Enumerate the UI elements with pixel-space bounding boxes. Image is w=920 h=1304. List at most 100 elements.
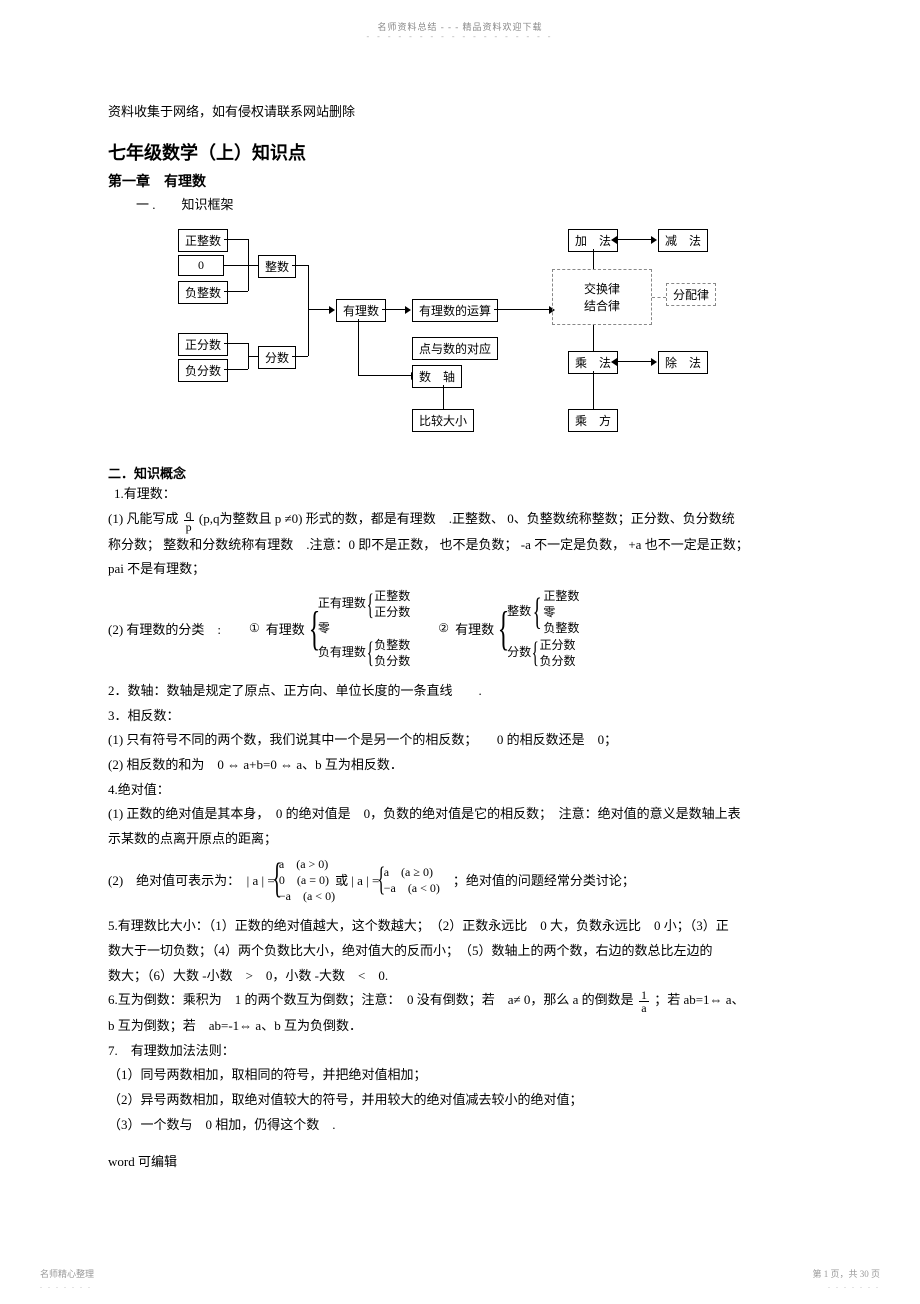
fraction-qp: q p <box>184 508 194 533</box>
abs-post: ；绝对值的问题经常分类讨论； <box>440 870 635 889</box>
denominator: p <box>184 521 194 533</box>
node-sub: 减 法 <box>658 229 708 252</box>
footer-right: 第 1 页，共 30 页 <box>812 1267 880 1280</box>
p-add-rule-2: （2）异号两数相加，取绝对值较大的符号，并用较大的绝对值减去较小的绝对值； <box>108 1088 813 1113</box>
edge <box>224 343 248 344</box>
word-editable-note: word 可编辑 <box>108 1151 813 1170</box>
node-compare: 比较大小 <box>412 409 474 432</box>
knowledge-flowchart: 正整数 0 负整数 整数 正分数 负分数 分数 有理数 有理数的运算 点与数的对… <box>168 229 778 449</box>
zero-label: 零 <box>318 620 410 636</box>
source-note: 资料收集于网络，如有侵权请联系网站删除 <box>108 100 813 125</box>
p-opposite: 3．相反数： <box>108 704 813 729</box>
page-content: 资料收集于网络，如有侵权请联系网站删除 七年级数学（上）知识点 第一章 有理数 … <box>108 100 813 1170</box>
neg-int-label2: 负整数 <box>543 620 579 636</box>
text: 6.互为倒数：乘积为 1 的两个数互为倒数；注意： 0 没有倒数；若 a≠ 0，… <box>108 992 637 1007</box>
pos-int-label: 正整数 <box>374 588 410 604</box>
node-commutative: 交换律 <box>584 280 620 297</box>
footer-left-dots: . . . . . . . <box>40 1281 92 1290</box>
node-distributive: 分配律 <box>666 283 716 306</box>
edge <box>494 309 550 310</box>
neg-frac-label2: 负分数 <box>540 653 576 669</box>
node-integers: 整数 <box>258 255 296 278</box>
numerator: 1 <box>639 989 649 1002</box>
edge <box>308 309 330 310</box>
edge <box>616 239 652 240</box>
p-add-rule-3: （3）一个数与 0 相加，仍得这个数 . <box>108 1113 813 1138</box>
brace-icon: { <box>377 865 385 896</box>
circ-2: ② <box>438 621 449 636</box>
pos-frac-label2: 正分数 <box>540 637 576 653</box>
node-point-number: 点与数的对应 <box>412 337 498 360</box>
label-rational-1: 有理数 <box>266 619 305 638</box>
p-pai: pai 不是有理数； <box>108 557 813 582</box>
edge <box>248 239 249 291</box>
p-compare-1: 5.有理数比大小：（1）正数的绝对值越大，这个数越大； （2）正数永远比 0 大… <box>108 914 813 939</box>
edge <box>358 319 359 375</box>
p-opposite-1: (1) 只有符号不同的两个数，我们说其中一个是另一个的相反数； 0 的相反数还是… <box>108 728 813 753</box>
node-power: 乘 方 <box>568 409 618 432</box>
neg-frac-label: 负分数 <box>374 653 410 669</box>
case2-a-neg: −a (a < 0) <box>384 880 440 896</box>
label-rational-2: 有理数 <box>455 619 494 638</box>
node-laws-group: 交换律 结合律 <box>552 269 652 325</box>
p-compare-3: 数大；（6）大数 -小数 > 0，小数 -大数 < 0. <box>108 964 813 989</box>
edge <box>224 369 248 370</box>
brace-icon: { <box>498 607 510 650</box>
classify-label: (2) 有理数的分类 : <box>108 619 221 638</box>
node-fractions: 分数 <box>258 346 296 369</box>
case-a-neg: −a (a < 0) <box>279 888 335 904</box>
edge <box>593 371 594 409</box>
section-2-label: 二．知识概念 <box>108 463 813 482</box>
numerator: q <box>184 508 194 521</box>
edge <box>224 239 248 240</box>
neg-int-label: 负整数 <box>374 637 410 653</box>
p-abs: 4.绝对值： <box>108 778 813 803</box>
abs-pre: (2) 绝对值可表示为： | a | = <box>108 870 275 889</box>
node-number-axis: 数 轴 <box>412 365 462 388</box>
footer-right-dots: . . . . . . . <box>828 1281 880 1290</box>
p-abs-1: (1) 正数的绝对值是其本身， 0 的绝对值是 0，负数的绝对值是它的相反数； … <box>108 802 813 827</box>
page-header-dots: - - - - - - - - - - - - - - - - - - <box>0 32 920 41</box>
p-rational-form: (1) 凡能写成 q p (p,q为整数且 p ≠0) 形式的数，都是有理数 .… <box>108 507 813 533</box>
edge <box>224 291 248 292</box>
text: ；若 ab=1⇔ a、 <box>654 992 744 1007</box>
doc-title: 七年级数学（上）知识点 <box>108 139 813 165</box>
node-associative: 结合律 <box>584 297 620 314</box>
node-rational: 有理数 <box>336 299 386 322</box>
case2-a-nonneg: a (a ≥ 0) <box>384 864 440 880</box>
neg-rational-label: 负有理数 <box>318 644 366 658</box>
footer-left: 名师精心整理 <box>40 1267 94 1280</box>
p-reciprocal: 6.互为倒数：乘积为 1 的两个数互为倒数；注意： 0 没有倒数；若 a≠ 0，… <box>108 988 813 1014</box>
node-zero: 0 <box>178 255 224 276</box>
brace-icon: { <box>366 639 373 666</box>
abs-mid: 或 | a | = <box>335 870 379 889</box>
frac-label: 分数 <box>507 644 531 658</box>
node-neg-int: 负整数 <box>178 281 228 304</box>
brace-icon: { <box>366 591 373 618</box>
text: (1) 凡能写成 <box>108 511 182 526</box>
p-add-rule-1: （1）同号两数相加，取相同的符号，并把绝对值相加； <box>108 1063 813 1088</box>
edge <box>593 325 594 351</box>
classification-row: (2) 有理数的分类 : ① 有理数 { 正有理数 { 正整数 正分数 零 负有… <box>108 588 813 669</box>
edge <box>224 265 258 266</box>
circ-1: ① <box>249 621 260 636</box>
p-compare-2: 数大于一切负数；（4）两个负数比大小，绝对值大的反而小； （5）数轴上的两个数，… <box>108 939 813 964</box>
p-abs-1b: 示某数的点离开原点的距离； <box>108 827 813 852</box>
node-div: 除 法 <box>658 351 708 374</box>
brace-icon: { <box>272 861 282 899</box>
zero-label2: 零 <box>543 604 579 620</box>
pos-frac-label: 正分数 <box>374 604 410 620</box>
edge <box>382 309 406 310</box>
chapter-title: 第一章 有理数 <box>108 171 813 191</box>
brace-icon: { <box>309 607 321 650</box>
pos-int-label2: 正整数 <box>543 588 579 604</box>
p-rational-form-2: 称分数； 整数和分数统称有理数 .注意：0 即不是正数， 也不是负数； -a 不… <box>108 533 813 558</box>
case-a-pos: a (a > 0) <box>279 856 335 872</box>
text: (p,q为整数且 p ≠0) 形式的数，都是有理数 .正整数、 0、负整数统称整… <box>199 511 735 526</box>
section-1-label: 一 . 知识框架 <box>108 193 813 218</box>
p-number-axis: 2．数轴：数轴是规定了原点、正方向、单位长度的一条直线 . <box>108 679 813 704</box>
node-pos-frac: 正分数 <box>178 333 228 356</box>
edge <box>248 356 258 357</box>
int-label: 整数 <box>507 604 531 618</box>
edge <box>593 249 594 269</box>
